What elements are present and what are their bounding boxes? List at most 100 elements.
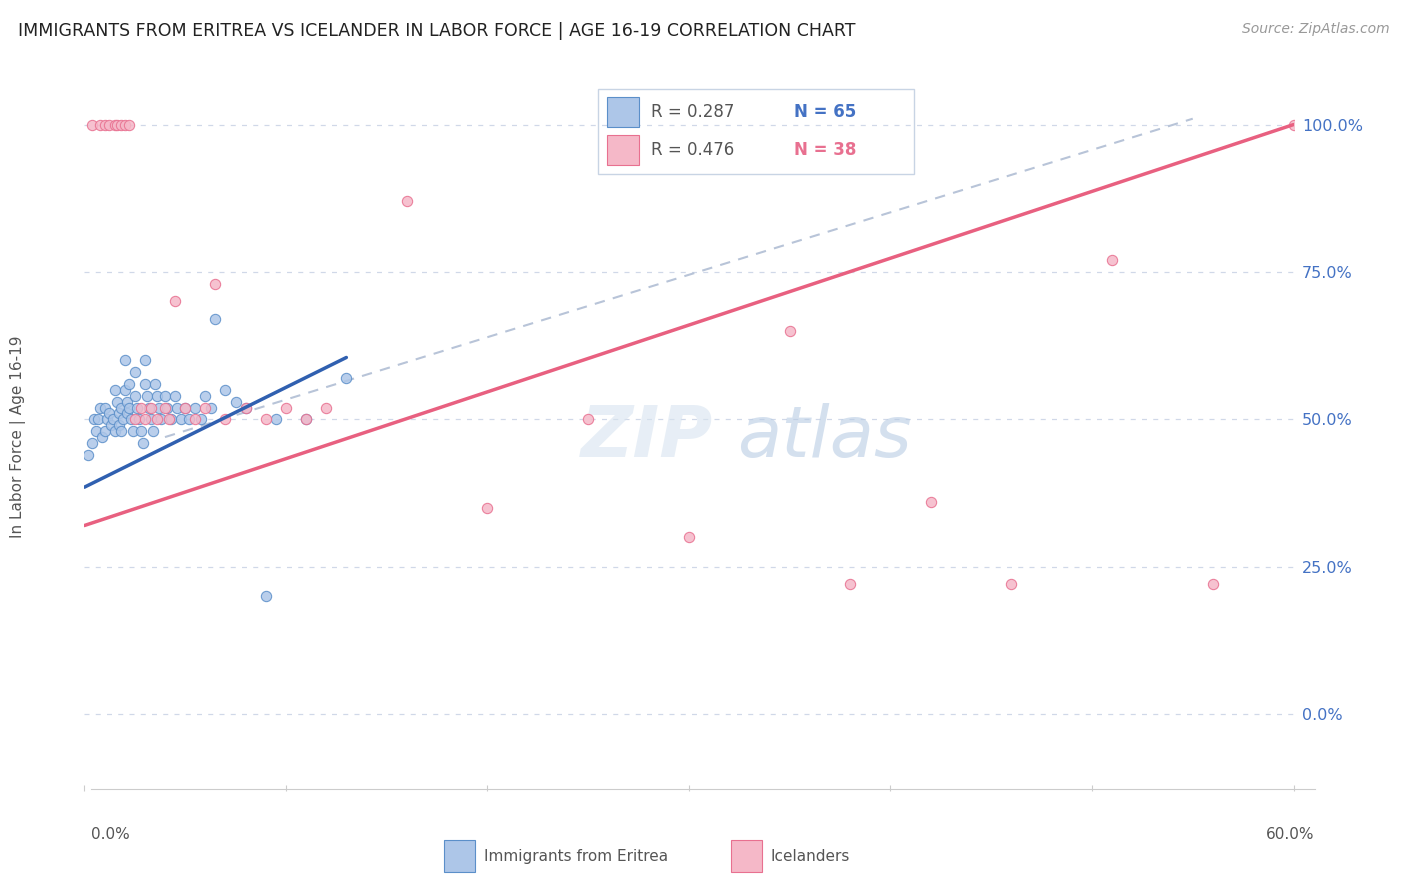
Text: 60.0%: 60.0% xyxy=(1267,827,1315,841)
Text: ZIP: ZIP xyxy=(581,402,713,472)
Point xyxy=(200,401,222,415)
Point xyxy=(97,118,120,132)
Point xyxy=(110,424,132,438)
Point xyxy=(204,312,226,326)
Point xyxy=(128,412,150,426)
Point xyxy=(920,495,942,509)
Point xyxy=(1101,253,1123,268)
Point xyxy=(104,424,127,438)
Point xyxy=(315,401,337,415)
Text: R = 0.287: R = 0.287 xyxy=(651,103,735,121)
Point xyxy=(166,401,188,415)
Point xyxy=(174,401,197,415)
Point xyxy=(118,118,141,132)
Point xyxy=(110,401,132,415)
Bar xyxy=(444,840,475,872)
Point xyxy=(129,401,152,415)
Point xyxy=(93,401,115,415)
Point xyxy=(225,394,247,409)
Point xyxy=(91,430,114,444)
Bar xyxy=(607,97,638,128)
Text: Immigrants from Eritrea: Immigrants from Eritrea xyxy=(484,849,668,863)
Point xyxy=(678,530,700,544)
Point xyxy=(194,401,217,415)
Point xyxy=(477,500,499,515)
Text: Source: ZipAtlas.com: Source: ZipAtlas.com xyxy=(1241,22,1389,37)
Point xyxy=(96,412,118,426)
Point xyxy=(115,407,138,421)
Point xyxy=(274,401,297,415)
Point xyxy=(174,401,197,415)
Point xyxy=(153,401,176,415)
Point xyxy=(86,424,108,438)
Point xyxy=(125,401,148,415)
Point xyxy=(89,118,111,132)
Point xyxy=(114,353,136,368)
Point xyxy=(1282,118,1305,132)
Point xyxy=(132,436,155,450)
Point xyxy=(1000,577,1022,591)
Point xyxy=(149,412,172,426)
Point xyxy=(153,389,176,403)
Point xyxy=(89,401,111,415)
Point xyxy=(87,412,110,426)
Point xyxy=(254,412,277,426)
Point xyxy=(129,424,152,438)
Point xyxy=(100,418,122,433)
Point xyxy=(105,118,128,132)
Point xyxy=(77,448,100,462)
Point xyxy=(115,394,138,409)
Point xyxy=(139,412,162,426)
Text: IMMIGRANTS FROM ERITREA VS ICELANDER IN LABOR FORCE | AGE 16-19 CORRELATION CHAR: IMMIGRANTS FROM ERITREA VS ICELANDER IN … xyxy=(18,22,856,40)
Point xyxy=(110,118,132,132)
Text: atlas: atlas xyxy=(737,402,912,472)
Point xyxy=(190,412,212,426)
Point xyxy=(395,194,418,209)
Point xyxy=(104,118,127,132)
Point xyxy=(184,412,207,426)
Point xyxy=(142,424,165,438)
Text: N = 65: N = 65 xyxy=(793,103,856,121)
Point xyxy=(107,407,129,421)
Point xyxy=(93,118,115,132)
Point xyxy=(165,389,187,403)
Point xyxy=(118,377,141,392)
Point xyxy=(134,412,156,426)
Point xyxy=(146,412,169,426)
Bar xyxy=(607,135,638,165)
Point xyxy=(184,401,207,415)
Point xyxy=(146,389,169,403)
Text: In Labor Force | Age 16-19: In Labor Force | Age 16-19 xyxy=(10,335,25,539)
Point xyxy=(111,412,134,426)
Bar xyxy=(731,840,762,872)
Point xyxy=(254,589,277,603)
Point xyxy=(160,412,183,426)
Point xyxy=(170,412,193,426)
Point xyxy=(134,377,156,392)
Text: Icelanders: Icelanders xyxy=(770,849,849,863)
Point xyxy=(121,424,143,438)
Point xyxy=(82,118,104,132)
Point xyxy=(114,118,136,132)
Point xyxy=(204,277,226,291)
Point xyxy=(83,412,105,426)
Point xyxy=(101,412,124,426)
Point xyxy=(134,353,156,368)
Point xyxy=(148,401,170,415)
Point xyxy=(1202,577,1225,591)
Point xyxy=(839,577,862,591)
Point xyxy=(235,401,257,415)
Point xyxy=(93,424,115,438)
Point xyxy=(139,401,162,415)
Point xyxy=(295,412,318,426)
Point xyxy=(97,407,120,421)
Point xyxy=(214,412,236,426)
Point xyxy=(165,294,187,309)
Point xyxy=(194,389,217,403)
Text: R = 0.476: R = 0.476 xyxy=(651,141,734,159)
Point xyxy=(179,412,201,426)
Point xyxy=(118,401,141,415)
Text: N = 38: N = 38 xyxy=(793,141,856,159)
Point xyxy=(124,389,146,403)
Point xyxy=(156,401,179,415)
